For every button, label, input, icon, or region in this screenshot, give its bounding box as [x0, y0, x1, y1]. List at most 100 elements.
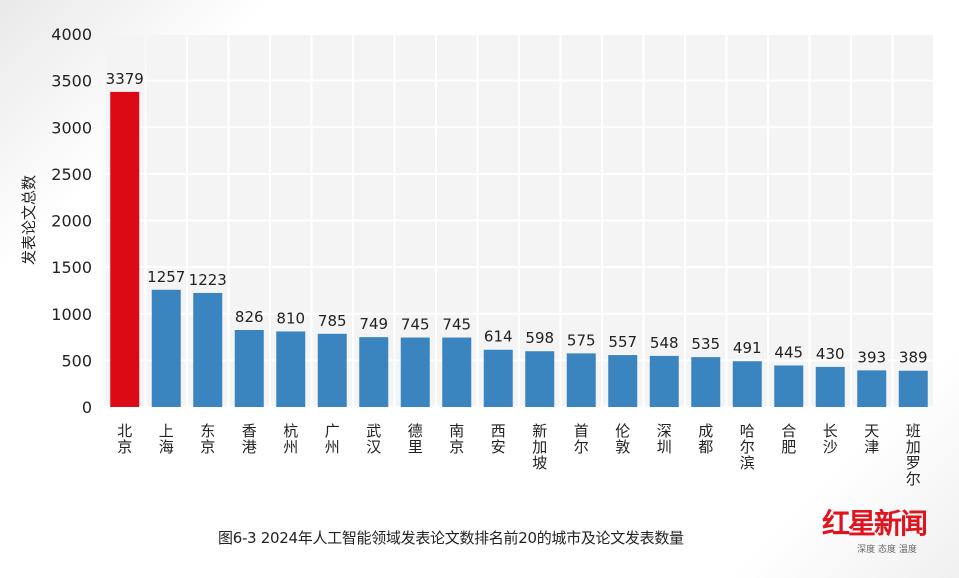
bar [276, 331, 306, 407]
grid-cell [354, 268, 394, 313]
grid-cell [395, 128, 435, 173]
grid-cell [146, 81, 186, 127]
grid-cell [478, 128, 518, 173]
grid-cell [188, 174, 228, 220]
grid-cell [395, 81, 435, 127]
grid-cell [852, 81, 892, 127]
grid-cell [354, 128, 394, 173]
grid-cell [188, 221, 228, 267]
grid-cell [312, 128, 352, 173]
grid-cell [354, 81, 394, 127]
grid-cell [644, 128, 684, 173]
grid-cell [312, 81, 352, 127]
x-tick-label: 西 [491, 422, 506, 440]
x-tick-label: 加 [532, 438, 547, 456]
grid-cell [769, 268, 809, 313]
grid-cell [271, 35, 311, 80]
bar [525, 351, 555, 407]
grid-cell [520, 174, 560, 220]
y-tick-label: 1500 [51, 258, 92, 277]
grid-cell [354, 221, 394, 267]
grid-cell [686, 174, 726, 220]
grid-cell [437, 268, 477, 313]
grid-cell [644, 174, 684, 220]
y-axis-label: 发表论文总数 [20, 175, 38, 265]
grid-cell [478, 35, 518, 80]
grid-cell [810, 35, 850, 80]
data-label: 575 [567, 331, 596, 349]
bar [110, 91, 140, 407]
grid-cell [893, 221, 933, 267]
data-label: 557 [608, 333, 637, 351]
grid-cell [810, 268, 850, 313]
bar [317, 333, 347, 407]
logo-tagline: 深度 态度 温度 [857, 545, 917, 555]
grid-cell [561, 314, 601, 360]
grid-cell [229, 221, 269, 267]
x-tick-label: 天 [864, 422, 879, 440]
bar [649, 355, 679, 407]
grid-cell [395, 221, 435, 267]
x-tick-label: 香 [242, 422, 257, 440]
grid-cell [852, 174, 892, 220]
grid-cell [478, 81, 518, 127]
x-tick-label: 尔 [574, 438, 589, 456]
y-tick-label: 3500 [51, 72, 92, 91]
bar [359, 337, 389, 407]
grid-cell [229, 35, 269, 80]
grid-cell [271, 268, 311, 313]
grid-cell [146, 35, 186, 80]
grid-cell [395, 268, 435, 313]
bar [774, 365, 804, 407]
bar [483, 349, 513, 407]
grid-cell [437, 35, 477, 80]
grid-cell [852, 268, 892, 313]
bar [234, 329, 264, 407]
bar [400, 337, 430, 407]
grid-cell [561, 81, 601, 127]
grid-cell [229, 174, 269, 220]
x-tick-label: 京 [117, 438, 132, 456]
x-tick-label: 深 [657, 422, 672, 440]
grid-cell [810, 128, 850, 173]
x-tick-label: 海 [159, 438, 174, 456]
data-label: 749 [359, 315, 388, 333]
bar [193, 292, 223, 407]
grid-cell [146, 128, 186, 173]
data-label: 1257 [147, 268, 185, 286]
grid-cell [769, 35, 809, 80]
bar [608, 355, 638, 407]
grid-cell [146, 221, 186, 267]
x-tick-label: 坡 [532, 454, 547, 472]
bar [732, 361, 762, 407]
grid-cell [644, 81, 684, 127]
grid-cell [561, 221, 601, 267]
x-tick-label: 合 [781, 422, 796, 440]
grid-cell [354, 174, 394, 220]
x-tick-label: 敦 [615, 438, 630, 456]
grid-cell [188, 81, 228, 127]
x-tick-label: 加 [906, 438, 921, 456]
grid-cell [603, 221, 643, 267]
grid-cell [271, 174, 311, 220]
grid-cell [810, 174, 850, 220]
grid-cell [644, 221, 684, 267]
grid-cell [727, 268, 767, 313]
data-label: 3379 [106, 70, 144, 88]
x-tick-label: 新 [532, 422, 547, 440]
grid-cell [727, 128, 767, 173]
grid-cell [395, 35, 435, 80]
grid-cell [686, 268, 726, 313]
grid-cell [520, 128, 560, 173]
grid-cell [686, 81, 726, 127]
grid-cell [271, 81, 311, 127]
bar [898, 370, 928, 407]
data-label: 1223 [189, 271, 227, 289]
grid-cell [893, 314, 933, 360]
grid-cell [520, 268, 560, 313]
grid-cell [603, 314, 643, 360]
grid-cell [810, 314, 850, 360]
y-tick-label: 1000 [51, 305, 92, 324]
grid-cell [520, 221, 560, 267]
y-tick-label: 4000 [51, 25, 92, 44]
